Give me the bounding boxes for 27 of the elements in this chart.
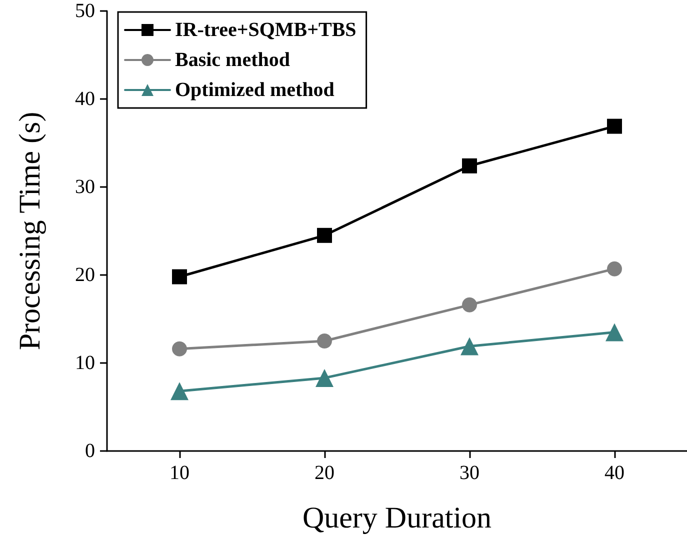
y-tick-label: 40 (75, 88, 95, 110)
x-tick-label: 20 (314, 462, 334, 484)
point (317, 228, 332, 243)
y-tick-label: 0 (85, 440, 95, 462)
point (607, 261, 622, 276)
point (606, 323, 624, 342)
point (317, 334, 332, 348)
point (462, 158, 477, 174)
x-tick-label: 30 (460, 462, 480, 484)
point (316, 368, 334, 387)
y-axis-title: Processing Time (s) (14, 112, 46, 350)
legend-label: Basic method (175, 49, 290, 71)
point (462, 297, 477, 312)
legend-label: IR-tree+SQMB+TBS (175, 19, 356, 41)
x-tick-label: 10 (170, 462, 190, 484)
x-tick-label: 40 (604, 462, 624, 484)
legend-label: Optimized method (175, 79, 334, 101)
x-axis-title: Query Duration (302, 502, 492, 534)
point (172, 341, 187, 356)
y-tick-label: 20 (75, 264, 95, 286)
point (460, 337, 478, 356)
point (172, 269, 187, 284)
y-tick-label: 50 (75, 0, 95, 22)
point (607, 118, 622, 134)
point (170, 382, 188, 400)
y-tick-label: 10 (75, 352, 95, 374)
y-tick-label: 30 (75, 176, 95, 198)
